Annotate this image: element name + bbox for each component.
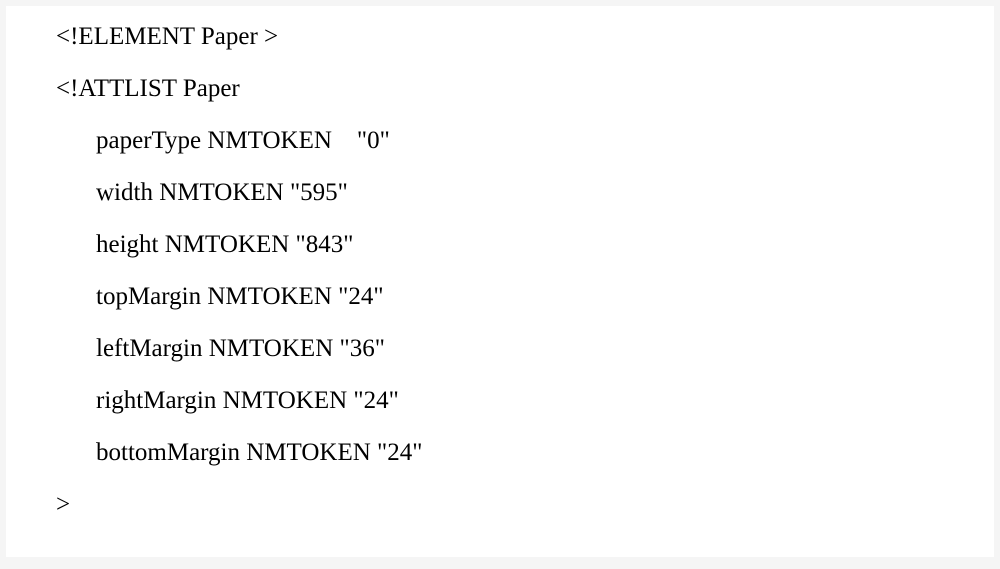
dtd-page: <!ELEMENT Paper > <!ATTLIST Paper paperT… (6, 6, 994, 557)
attr-topmargin: topMargin NMTOKEN "24" (56, 284, 994, 309)
element-declaration: <!ELEMENT Paper > (56, 24, 994, 49)
attr-rightmargin: rightMargin NMTOKEN "24" (56, 388, 994, 413)
attr-width: width NMTOKEN "595" (56, 180, 994, 205)
attr-height: height NMTOKEN "843" (56, 232, 994, 257)
attlist-close: > (56, 492, 994, 517)
attr-leftmargin: leftMargin NMTOKEN "36" (56, 336, 994, 361)
attr-papertype: paperType NMTOKEN "0" (56, 128, 994, 153)
attr-bottommargin: bottomMargin NMTOKEN "24" (56, 440, 994, 465)
attlist-open: <!ATTLIST Paper (56, 76, 994, 101)
